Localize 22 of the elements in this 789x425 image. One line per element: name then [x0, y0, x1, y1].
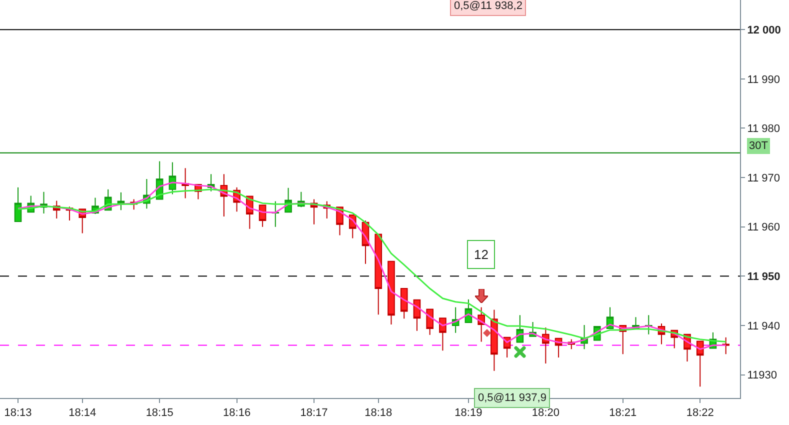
x-tick-label: 18:17: [300, 407, 328, 420]
x-tick-label: 18:19: [454, 407, 482, 420]
y-tick-label: 12 000: [747, 24, 781, 36]
x-tick-label: 18:16: [223, 407, 251, 420]
annotation: 0,5@11 937,9: [478, 392, 546, 404]
text: 30T: [749, 140, 768, 152]
x-tick-label: 18:20: [532, 407, 560, 420]
annotation: 0,5@11 938,2: [454, 0, 522, 12]
y-tick-label: 11930: [747, 370, 777, 382]
y-tick-label: 11 960: [747, 222, 780, 234]
x-tick-label: 18:18: [364, 407, 392, 420]
x-tick-label: 18:15: [146, 407, 174, 420]
x-tick-label: 18:21: [609, 407, 637, 420]
x-tick-label: 18:22: [686, 407, 714, 420]
y-tick-label: 11 980: [747, 123, 780, 136]
x-tick-label: 18:14: [68, 407, 96, 420]
y-tick-label: 11 990: [747, 74, 780, 86]
y-tick-label: 11 950: [747, 271, 780, 284]
annotation: 12: [474, 247, 488, 262]
y-tick-label: 11 940: [747, 320, 780, 332]
y-tick-label: 11 970: [747, 172, 780, 184]
x-tick-label: 18:13: [4, 407, 32, 420]
